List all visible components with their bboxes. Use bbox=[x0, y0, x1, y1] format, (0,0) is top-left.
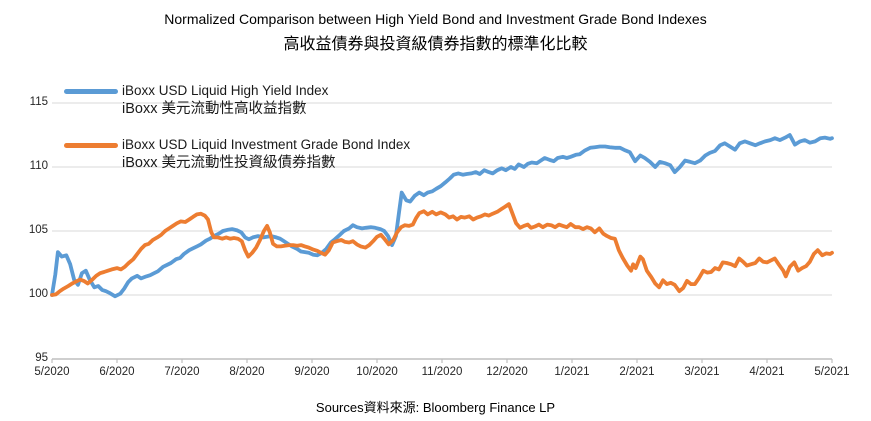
x-tick-label: 5/2021 bbox=[814, 366, 850, 378]
y-tick-label: 110 bbox=[29, 160, 48, 172]
legend-label-investment-grade-zh: iBoxx 美元流動性投資級債券指數 bbox=[122, 155, 336, 171]
x-tick-label: 11/2020 bbox=[421, 366, 463, 378]
x-tick-label: 2/2021 bbox=[619, 366, 655, 378]
source-note: Sources資料來源: Bloomberg Finance LP bbox=[315, 400, 556, 415]
legend-swatch-high-yield bbox=[64, 89, 118, 94]
legend-item-investment-grade: iBoxx USD Liquid Investment Grade Bond I… bbox=[64, 136, 410, 173]
y-tick-label: 100 bbox=[28, 288, 48, 300]
x-tick-label: 5/2020 bbox=[34, 366, 70, 378]
x-tick-label: 3/2021 bbox=[684, 366, 720, 378]
series-line-investment-grade bbox=[50, 202, 834, 297]
x-tick-label: 7/2020 bbox=[164, 366, 200, 378]
y-tick-label: 105 bbox=[28, 224, 48, 236]
legend-swatch-investment-grade bbox=[64, 143, 118, 148]
y-tick-label: 95 bbox=[35, 352, 48, 364]
legend-label-high-yield-en: iBoxx USD Liquid High Yield Index bbox=[122, 83, 329, 98]
x-tick-label: 1/2021 bbox=[554, 366, 590, 378]
x-tick-label: 9/2020 bbox=[294, 366, 330, 378]
x-tick-label: 12/2020 bbox=[486, 366, 528, 378]
legend-item-high-yield: iBoxx USD Liquid High Yield Index iBoxx … bbox=[64, 82, 328, 119]
legend-label-high-yield-zh: iBoxx 美元流動性高收益指數 bbox=[122, 101, 307, 117]
x-tick-label: 6/2020 bbox=[99, 366, 135, 378]
x-tick-label: 4/2021 bbox=[749, 366, 785, 378]
y-tick-label: 115 bbox=[29, 96, 48, 108]
x-tick-label: 8/2020 bbox=[229, 366, 265, 378]
x-tick-label: 10/2020 bbox=[356, 366, 398, 378]
chart-title-en: Normalized Comparison between High Yield… bbox=[164, 11, 707, 27]
legend-label-investment-grade-en: iBoxx USD Liquid Investment Grade Bond I… bbox=[122, 137, 411, 152]
series-line-high-yield bbox=[50, 133, 834, 299]
chart-title-zh: 高收益債券與投資級債券指數的標準化比較 bbox=[283, 36, 588, 53]
